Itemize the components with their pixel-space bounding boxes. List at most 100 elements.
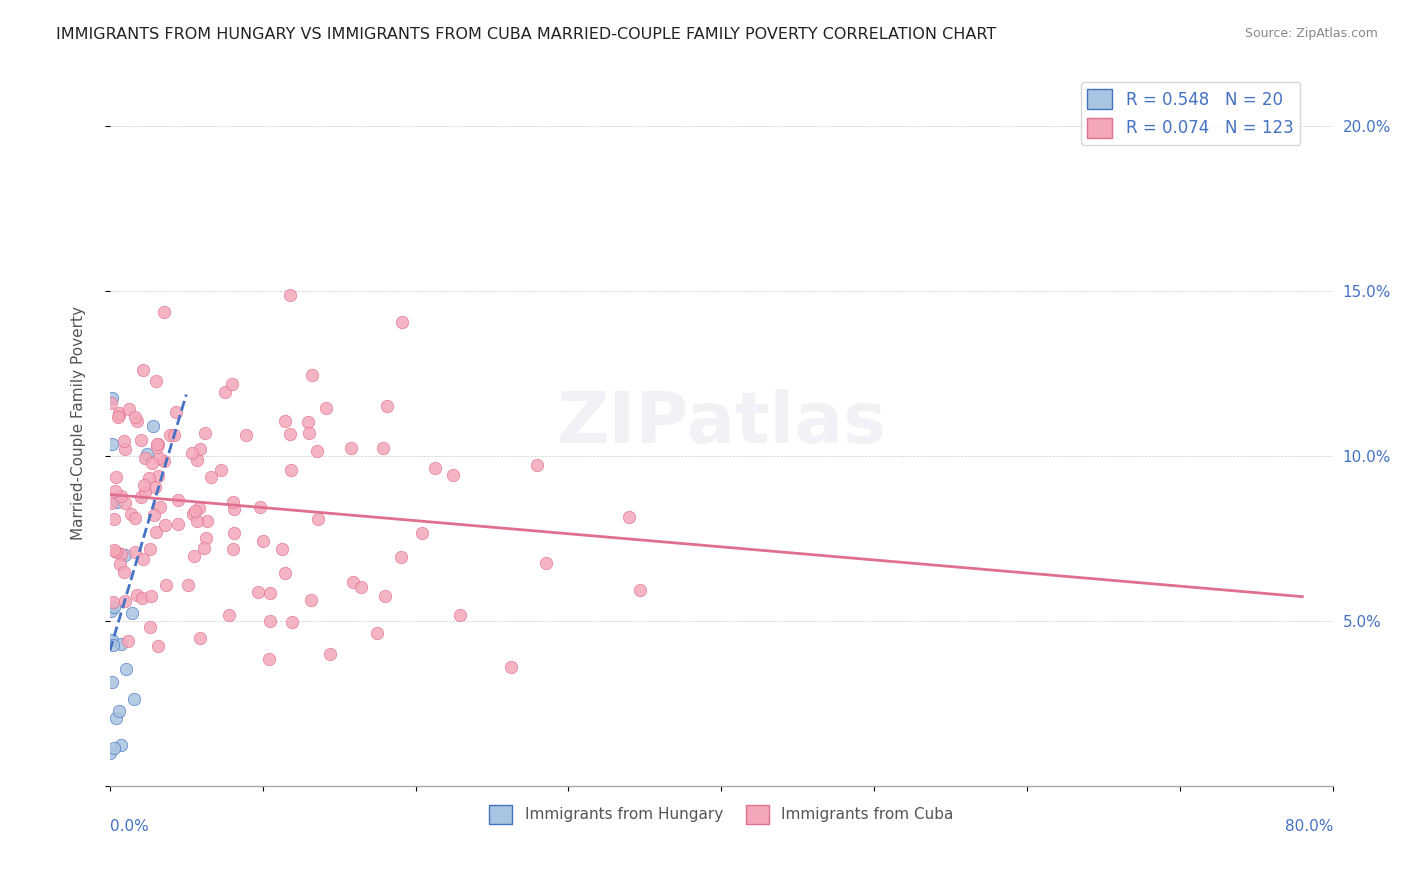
Immigrants from Cuba — [252, 533, 274, 548]
Immigrants from Cuba — [145, 374, 167, 388]
Immigrants from Cuba — [125, 588, 148, 602]
Immigrants from Cuba — [146, 436, 169, 450]
Immigrants from Cuba — [100, 496, 122, 510]
Immigrants from Hungary — [124, 691, 146, 706]
Immigrants from Cuba — [104, 483, 127, 498]
Immigrants from Cuba — [375, 399, 398, 413]
Immigrants from Cuba — [441, 468, 464, 483]
Immigrants from Cuba — [181, 446, 204, 460]
Immigrants from Cuba — [183, 549, 205, 563]
Immigrants from Cuba — [125, 414, 148, 428]
Immigrants from Hungary — [115, 662, 138, 676]
Immigrants from Cuba — [194, 426, 217, 441]
Immigrants from Cuba — [526, 458, 548, 472]
Immigrants from Cuba — [110, 489, 132, 503]
Text: 80.0%: 80.0% — [1285, 819, 1333, 834]
Immigrants from Hungary — [121, 606, 143, 620]
Immigrants from Hungary — [101, 392, 124, 406]
Text: Source: ZipAtlas.com: Source: ZipAtlas.com — [1244, 27, 1378, 40]
Immigrants from Cuba — [298, 426, 321, 441]
Immigrants from Cuba — [149, 500, 172, 515]
Immigrants from Hungary — [101, 638, 124, 652]
Immigrants from Cuba — [105, 469, 128, 483]
Immigrants from Cuba — [186, 453, 208, 467]
Immigrants from Cuba — [214, 385, 236, 400]
Immigrants from Cuba — [112, 434, 135, 449]
Immigrants from Cuba — [146, 639, 169, 653]
Immigrants from Cuba — [280, 463, 302, 477]
Immigrants from Cuba — [249, 500, 271, 514]
Immigrants from Hungary — [100, 604, 122, 618]
Immigrants from Cuba — [274, 566, 297, 580]
Immigrants from Cuba — [114, 594, 136, 608]
Immigrants from Cuba — [221, 541, 243, 556]
Text: ZIPatlas: ZIPatlas — [557, 389, 886, 458]
Immigrants from Cuba — [146, 468, 169, 483]
Immigrants from Cuba — [186, 514, 208, 528]
Immigrants from Cuba — [628, 582, 651, 597]
Immigrants from Cuba — [371, 441, 394, 455]
Immigrants from Hungary — [101, 437, 124, 451]
Immigrants from Cuba — [278, 427, 301, 442]
Immigrants from Cuba — [389, 550, 412, 565]
Immigrants from Cuba — [131, 591, 153, 606]
Immigrants from Cuba — [132, 362, 155, 376]
Immigrants from Cuba — [301, 368, 323, 382]
Immigrants from Cuba — [148, 451, 170, 466]
Immigrants from Hungary — [103, 600, 125, 615]
Immigrants from Cuba — [501, 659, 523, 673]
Immigrants from Cuba — [297, 415, 319, 429]
Immigrants from Cuba — [110, 547, 132, 561]
Immigrants from Cuba — [145, 440, 167, 454]
Immigrants from Cuba — [307, 511, 329, 525]
Immigrants from Cuba — [274, 414, 297, 428]
Immigrants from Cuba — [177, 578, 200, 592]
Immigrants from Cuba — [247, 584, 270, 599]
Immigrants from Cuba — [134, 450, 156, 465]
Immigrants from Cuba — [146, 437, 169, 451]
Immigrants from Cuba — [104, 544, 127, 558]
Immigrants from Cuba — [134, 485, 156, 500]
Immigrants from Cuba — [411, 525, 433, 540]
Immigrants from Cuba — [188, 500, 211, 515]
Immigrants from Cuba — [374, 589, 396, 603]
Immigrants from Cuba — [129, 434, 152, 448]
Immigrants from Cuba — [181, 507, 204, 521]
Immigrants from Cuba — [139, 589, 162, 603]
Immigrants from Cuba — [193, 541, 215, 555]
Immigrants from Hungary — [105, 494, 128, 508]
Immigrants from Cuba — [194, 532, 217, 546]
Immigrants from Cuba — [114, 496, 136, 510]
Immigrants from Cuba — [534, 556, 557, 570]
Immigrants from Cuba — [117, 634, 139, 648]
Immigrants from Hungary — [104, 711, 127, 725]
Immigrants from Cuba — [141, 456, 163, 470]
Legend: Immigrants from Hungary, Immigrants from Cuba: Immigrants from Hungary, Immigrants from… — [484, 799, 959, 830]
Immigrants from Cuba — [184, 504, 207, 518]
Immigrants from Cuba — [103, 511, 125, 525]
Immigrants from Cuba — [132, 478, 155, 492]
Immigrants from Cuba — [108, 558, 131, 572]
Immigrants from Cuba — [139, 620, 162, 634]
Immigrants from Cuba — [221, 376, 243, 391]
Immigrants from Hungary — [110, 637, 132, 651]
Immigrants from Cuba — [108, 408, 131, 422]
Immigrants from Hungary — [101, 675, 124, 690]
Immigrants from Hungary — [101, 633, 124, 648]
Immigrants from Cuba — [259, 615, 281, 629]
Immigrants from Cuba — [222, 525, 245, 540]
Immigrants from Cuba — [107, 410, 129, 425]
Immigrants from Cuba — [423, 460, 446, 475]
Immigrants from Hungary — [110, 738, 132, 752]
Immigrants from Cuba — [163, 428, 186, 442]
Immigrants from Cuba — [132, 551, 155, 566]
Immigrants from Cuba — [120, 508, 142, 522]
Immigrants from Cuba — [221, 495, 243, 509]
Immigrants from Cuba — [165, 405, 187, 419]
Immigrants from Cuba — [124, 545, 146, 559]
Immigrants from Cuba — [200, 470, 222, 484]
Text: 0.0%: 0.0% — [110, 819, 149, 834]
Immigrants from Cuba — [257, 652, 280, 666]
Immigrants from Hungary — [98, 747, 121, 761]
Immigrants from Cuba — [209, 463, 232, 477]
